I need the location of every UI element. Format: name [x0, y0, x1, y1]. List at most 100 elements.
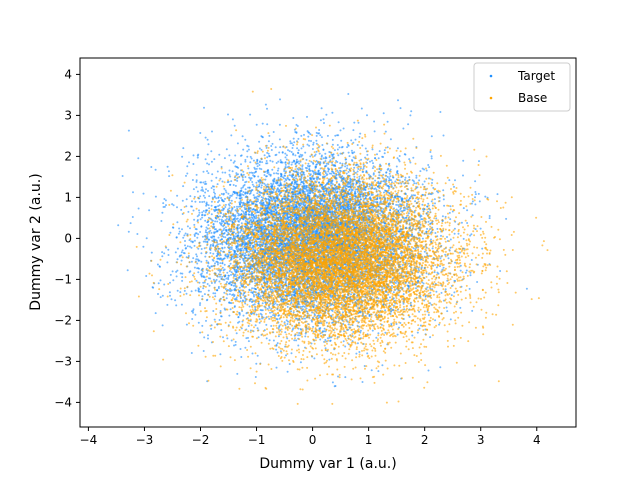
- data-point: [256, 354, 259, 357]
- data-point: [277, 160, 280, 163]
- data-point: [292, 117, 295, 119]
- data-point: [260, 313, 263, 316]
- data-point: [434, 232, 437, 234]
- data-point: [333, 149, 336, 152]
- data-point: [260, 184, 263, 187]
- data-point: [402, 293, 405, 296]
- data-point: [272, 131, 275, 133]
- data-point: [224, 206, 227, 208]
- data-point: [276, 342, 279, 345]
- data-point: [408, 158, 411, 161]
- data-point: [348, 155, 351, 158]
- data-point: [210, 327, 213, 330]
- data-point: [328, 358, 331, 361]
- data-point: [190, 205, 192, 208]
- data-point: [249, 329, 252, 332]
- data-point: [293, 181, 296, 184]
- data-point: [218, 221, 221, 224]
- data-point: [295, 339, 298, 342]
- data-point: [252, 293, 255, 296]
- data-point: [169, 281, 171, 284]
- data-point: [254, 376, 257, 378]
- data-point: [439, 265, 441, 268]
- data-point: [261, 122, 264, 125]
- data-point: [275, 162, 278, 164]
- data-point: [290, 151, 293, 153]
- data-point: [255, 214, 258, 217]
- data-point: [223, 263, 226, 266]
- data-point: [212, 292, 215, 295]
- data-point: [199, 331, 202, 334]
- data-point: [263, 182, 266, 185]
- data-point: [222, 336, 224, 339]
- data-point: [266, 156, 269, 159]
- data-point: [234, 340, 237, 343]
- data-point: [270, 197, 273, 200]
- data-point: [185, 198, 188, 201]
- data-point: [404, 178, 406, 181]
- data-point: [232, 161, 235, 164]
- data-point: [168, 291, 171, 294]
- data-point: [442, 189, 445, 192]
- data-point: [324, 347, 327, 350]
- data-point: [346, 167, 349, 170]
- data-point: [386, 175, 389, 178]
- data-point: [227, 244, 230, 247]
- data-point: [181, 272, 184, 275]
- data-point: [211, 173, 214, 176]
- data-point: [207, 204, 210, 207]
- data-point: [505, 217, 508, 220]
- data-point: [270, 325, 273, 327]
- data-point: [373, 120, 376, 123]
- data-point: [399, 252, 402, 255]
- data-point: [278, 123, 281, 126]
- data-point: [230, 159, 232, 162]
- data-point: [176, 258, 179, 261]
- data-point: [321, 144, 324, 146]
- data-point: [190, 352, 193, 354]
- data-point: [344, 345, 347, 348]
- data-point: [193, 235, 196, 237]
- data-point: [278, 151, 281, 154]
- data-point: [248, 192, 251, 195]
- data-point: [228, 169, 231, 172]
- data-point: [181, 199, 184, 202]
- data-point: [219, 353, 222, 356]
- data-point: [266, 307, 269, 310]
- data-point: [209, 249, 212, 251]
- data-point: [373, 130, 376, 133]
- data-point: [389, 175, 392, 178]
- data-point: [322, 157, 325, 160]
- data-point: [234, 209, 237, 212]
- data-point: [186, 225, 189, 228]
- data-point: [206, 162, 209, 165]
- data-point: [396, 333, 399, 336]
- data-point: [197, 233, 200, 236]
- data-point: [525, 287, 528, 290]
- data-point: [395, 165, 398, 168]
- data-point: [325, 162, 328, 165]
- data-point: [174, 299, 177, 302]
- data-point: [328, 168, 330, 171]
- data-point: [284, 152, 287, 155]
- data-point: [167, 254, 170, 256]
- data-point: [303, 133, 305, 136]
- data-point: [386, 120, 389, 123]
- data-point: [383, 152, 386, 155]
- data-point: [230, 246, 233, 249]
- data-point: [212, 252, 215, 255]
- data-point: [442, 266, 445, 269]
- data-point: [435, 217, 438, 220]
- data-point: [167, 170, 170, 173]
- data-point: [182, 147, 185, 150]
- data-point: [324, 330, 327, 333]
- data-point: [174, 251, 177, 254]
- data-point: [434, 202, 436, 205]
- data-point: [421, 203, 424, 206]
- data-point: [292, 144, 295, 147]
- data-point: [288, 314, 291, 317]
- data-point: [208, 207, 211, 210]
- data-point: [233, 124, 236, 127]
- data-point: [213, 158, 216, 161]
